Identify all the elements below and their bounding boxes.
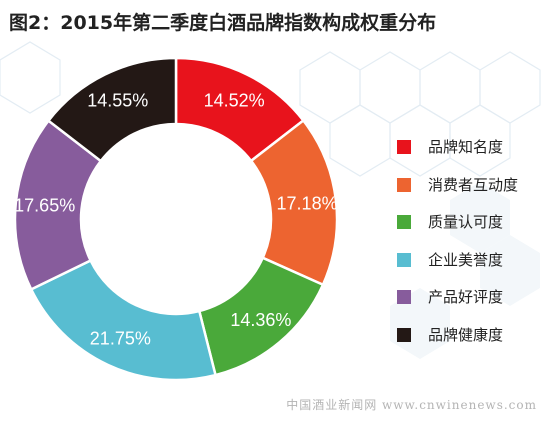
legend-swatch (397, 140, 411, 154)
chart-title: 图2：2015年第二季度白酒品牌指数构成权重分布 (9, 12, 437, 34)
legend-swatch (397, 252, 411, 267)
donut-slice-brand-health (46, 56, 178, 163)
site-watermark: 中国酒业新闻网 www.cnwinenews.com (286, 398, 537, 412)
slice-label-brand-awareness: 14.52% (204, 90, 265, 110)
legend-swatch (397, 215, 411, 229)
legend-label: 品牌知名度 (428, 138, 504, 156)
legend-swatch (397, 177, 411, 192)
legend-label: 品牌健康度 (428, 325, 504, 344)
legend-swatch (397, 290, 411, 304)
legend-label: 质量认可度 (428, 213, 504, 231)
slice-label-brand-health: 14.55% (87, 91, 148, 111)
donut-slice-reputation (29, 258, 218, 382)
slice-label-quality-recognition: 14.36% (230, 310, 291, 330)
slice-label-consumer-interaction: 17.18% (277, 193, 338, 213)
legend-label: 企业美誉度 (428, 250, 504, 269)
legend-label: 产品好评度 (428, 288, 504, 306)
legend-label: 消费者互动度 (428, 175, 519, 194)
slice-label-product-rating: 17.65% (14, 196, 75, 216)
legend-swatch (397, 327, 411, 342)
slice-label-reputation: 21.75% (90, 329, 151, 349)
